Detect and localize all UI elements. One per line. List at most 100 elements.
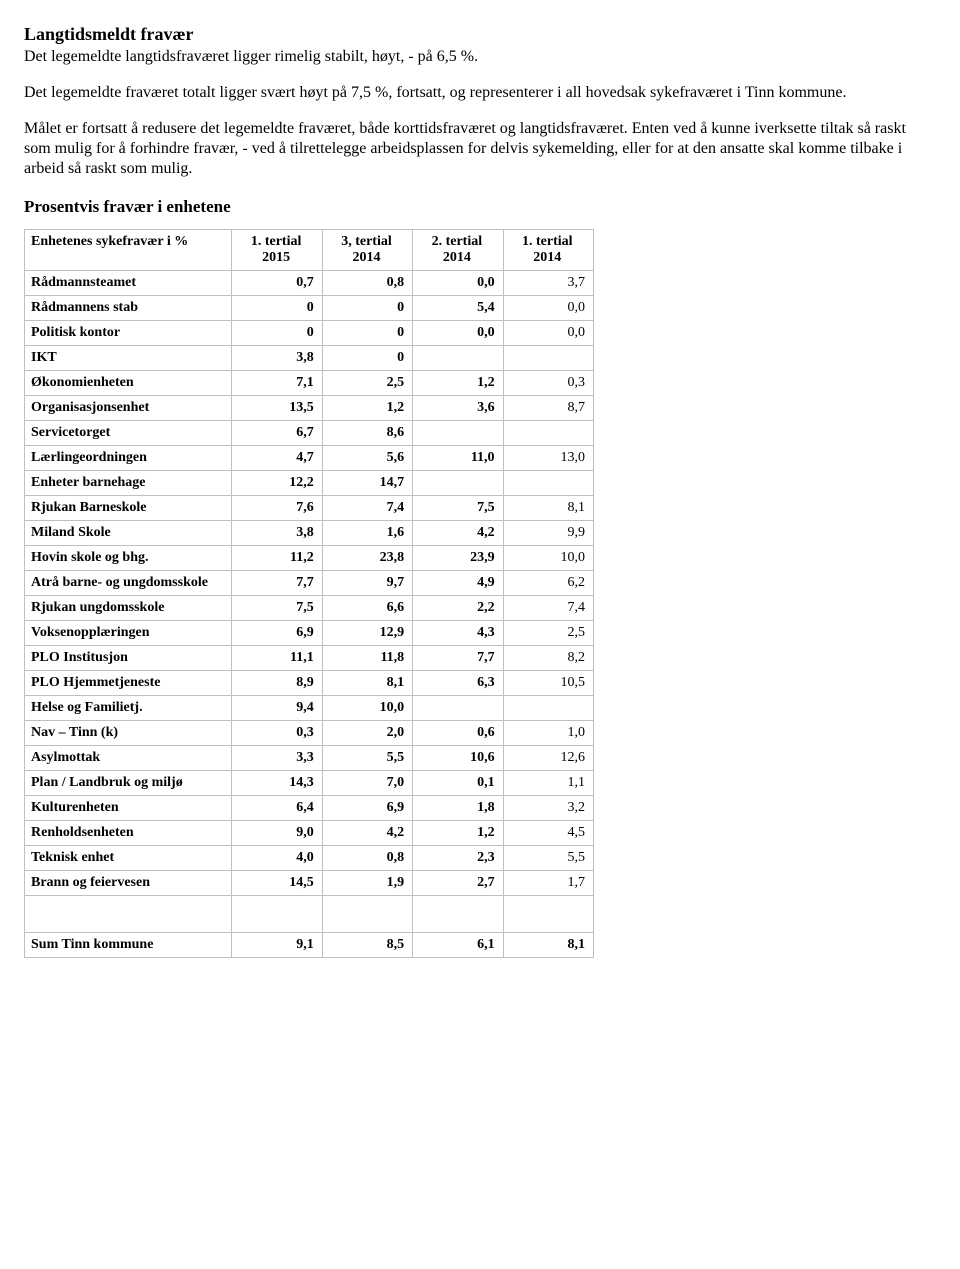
row-label: Voksenopplæringen [25,621,232,646]
row-value: 13,0 [503,446,593,471]
row-value: 9,7 [322,571,412,596]
row-value: 0,8 [322,846,412,871]
row-value [413,346,503,371]
row-label: Organisasjonsenhet [25,396,232,421]
row-value: 2,2 [413,596,503,621]
heading-langtidsmeldt: Langtidsmeldt fravær [24,24,936,45]
row-value: 1,2 [322,396,412,421]
row-label: Rådmannsteamet [25,271,232,296]
row-value: 4,2 [413,521,503,546]
row-label: Rjukan ungdomsskole [25,596,232,621]
table-header-row: Enhetenes sykefravær i % 1. tertial 2015… [25,230,594,271]
row-label: Økonomienheten [25,371,232,396]
row-label: Teknisk enhet [25,846,232,871]
table-row: Rådmannens stab005,40,0 [25,296,594,321]
row-value: 0,0 [503,296,593,321]
row-value: 4,7 [232,446,322,471]
row-value [413,696,503,721]
row-value: 0,7 [232,271,322,296]
row-value: 5,5 [503,846,593,871]
sum-value: 8,5 [322,933,412,958]
row-value: 3,8 [232,346,322,371]
row-label: Atrå barne- og ungdomsskole [25,571,232,596]
row-label: PLO Hjemmetjeneste [25,671,232,696]
row-value: 2,3 [413,846,503,871]
row-value: 6,9 [322,796,412,821]
row-value: 0,3 [503,371,593,396]
row-value: 11,2 [232,546,322,571]
row-value: 2,5 [503,621,593,646]
table-row: Enheter barnehage12,214,7 [25,471,594,496]
row-value: 11,8 [322,646,412,671]
row-label: Brann og feiervesen [25,871,232,896]
sum-value: 9,1 [232,933,322,958]
row-value: 3,3 [232,746,322,771]
row-value: 6,4 [232,796,322,821]
row-value: 1,7 [503,871,593,896]
table-row: Kulturenheten6,46,91,83,2 [25,796,594,821]
row-value: 4,5 [503,821,593,846]
table-row: Økonomienheten7,12,51,20,3 [25,371,594,396]
row-value: 0,0 [503,321,593,346]
row-value: 8,9 [232,671,322,696]
row-value: 0 [322,296,412,321]
row-label: Rjukan Barneskole [25,496,232,521]
table-sum-row: Sum Tinn kommune9,18,56,18,1 [25,933,594,958]
table-row: Rjukan Barneskole7,67,47,58,1 [25,496,594,521]
row-label: Renholdsenheten [25,821,232,846]
row-value [413,421,503,446]
row-label: Asylmottak [25,746,232,771]
row-value: 1,2 [413,371,503,396]
row-value: 7,6 [232,496,322,521]
row-value: 1,1 [503,771,593,796]
row-value [413,471,503,496]
row-value: 5,6 [322,446,412,471]
paragraph-3: Målet er fortsatt å redusere det legemel… [24,119,936,179]
table-row: Atrå barne- og ungdomsskole7,79,74,96,2 [25,571,594,596]
row-value: 9,4 [232,696,322,721]
paragraph-1: Det legemeldte langtidsfraværet ligger r… [24,47,936,67]
row-value: 4,2 [322,821,412,846]
row-value: 5,4 [413,296,503,321]
row-value: 8,1 [322,671,412,696]
row-label: Politisk kontor [25,321,232,346]
table-row: Brann og feiervesen14,51,92,71,7 [25,871,594,896]
sum-label: Sum Tinn kommune [25,933,232,958]
table-row: Hovin skole og bhg.11,223,823,910,0 [25,546,594,571]
row-value: 1,8 [413,796,503,821]
row-value: 8,6 [322,421,412,446]
row-value: 5,5 [322,746,412,771]
row-label: Nav – Tinn (k) [25,721,232,746]
row-value: 3,7 [503,271,593,296]
row-value: 4,3 [413,621,503,646]
col-header-3: 2. tertial 2014 [413,230,503,271]
row-value: 4,0 [232,846,322,871]
row-value: 10,0 [322,696,412,721]
row-value [503,421,593,446]
row-value: 23,9 [413,546,503,571]
table-row: PLO Hjemmetjeneste8,98,16,310,5 [25,671,594,696]
row-value: 7,4 [322,496,412,521]
row-value: 0,0 [413,321,503,346]
row-value: 6,9 [232,621,322,646]
col-header-4: 1. tertial 2014 [503,230,593,271]
row-value: 12,2 [232,471,322,496]
row-value: 0,0 [413,271,503,296]
row-value: 4,9 [413,571,503,596]
row-value: 12,6 [503,746,593,771]
row-value [503,346,593,371]
table-row: Teknisk enhet4,00,82,35,5 [25,846,594,871]
row-value: 14,7 [322,471,412,496]
table-row: Voksenopplæringen6,912,94,32,5 [25,621,594,646]
row-value [503,471,593,496]
table-row: Helse og Familietj.9,410,0 [25,696,594,721]
sum-value: 8,1 [503,933,593,958]
row-value: 7,1 [232,371,322,396]
table-row: Organisasjonsenhet13,51,23,68,7 [25,396,594,421]
row-value: 7,4 [503,596,593,621]
row-label: Rådmannens stab [25,296,232,321]
row-label: PLO Institusjon [25,646,232,671]
row-value: 9,0 [232,821,322,846]
row-value: 10,5 [503,671,593,696]
row-value: 7,5 [413,496,503,521]
